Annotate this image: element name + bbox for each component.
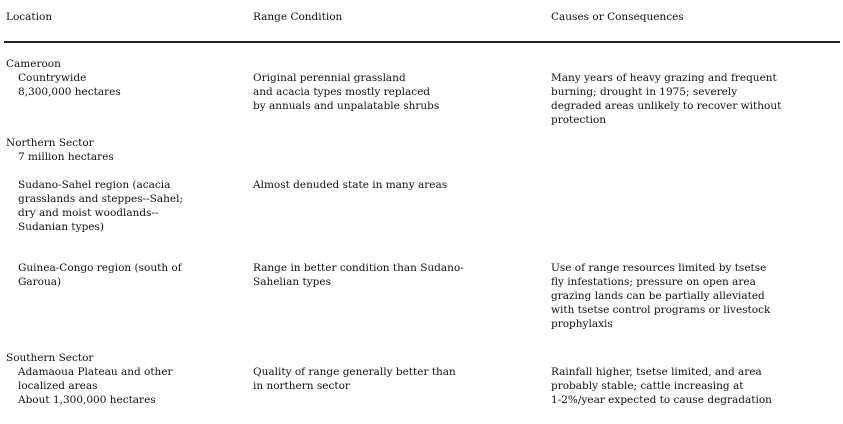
cell-line: grazing lands can be partially alleviate… [551,290,765,302]
cell-line: Sahelian types [253,276,331,288]
cell-causes: Many years of heavy grazing and frequent… [551,71,781,127]
cell-line: 1-2%/year expected to cause degradation [551,394,772,406]
cell-line: grasslands and steppes--Sahel; [18,193,183,205]
cell-line: in northern sector [253,380,350,392]
cell-condition: Almost denuded state in many areas [253,178,447,192]
column-header-location: Location [6,11,53,23]
cell-line: Garoua) [18,276,62,288]
cell-line: fly infestations; pressure on open area [551,276,756,288]
cell-location: Adamaoua Plateau and other localized area… [18,365,173,407]
cell-line: Sudano-Sahel region (acacia [18,179,171,191]
cell-line: degraded areas unlikely to recover witho… [551,100,782,112]
cell-line: protection [551,114,607,126]
cell-line: Sudanian types) [18,221,104,233]
column-header-range-condition: Range Condition [253,11,343,23]
cell-location: Countrywide 8,300,000 hectares [18,71,121,99]
cell-line: dry and moist woodlands-- [18,207,159,219]
cell-line: prophylaxis [551,318,613,330]
cell-location: 7 million hectares [18,150,114,164]
column-header-causes: Causes or Consequences [551,11,684,23]
cell-line: Adamaoua Plateau and other [18,366,173,378]
cell-line: localized areas [18,380,98,392]
cell-line: Use of range resources limited by tsetse [551,262,767,274]
cell-line: Almost denuded state in many areas [253,179,448,191]
cell-condition: Original perennial grassland and acacia t… [253,71,439,113]
cell-line: Rainfall higher, tsetse limited, and are… [551,366,762,378]
cell-line: Original perennial grassland [253,72,406,84]
cell-causes: Rainfall higher, tsetse limited, and are… [551,365,772,407]
cell-line: Many years of heavy grazing and frequent [551,72,777,84]
cell-line: by annuals and unpalatable shrubs [253,100,440,112]
header-rule [4,41,840,43]
cell-line: 8,300,000 hectares [18,86,121,98]
cell-line: Countrywide [18,72,87,84]
cell-line: Quality of range generally better than [253,366,456,378]
cell-line: burning; drought in 1975; severely [551,86,738,98]
cell-condition: Quality of range generally better than in… [253,365,456,393]
cell-line: and acacia types mostly replaced [253,86,431,98]
cell-line: probably stable; cattle increasing at [551,380,744,392]
cell-line: Guinea-Congo region (south of [18,262,182,274]
cell-condition: Range in better condition than Sudano- Sa… [253,261,464,289]
cell-location: Guinea-Congo region (south of Garoua) [18,261,182,289]
cell-line: Range in better condition than Sudano- [253,262,464,274]
cell-causes: Use of range resources limited by tsetse… [551,261,770,331]
cell-line: with tsetse control programs or livestoc… [551,304,771,316]
section-heading: Cameroon [6,58,61,70]
section-heading: Southern Sector [6,352,94,364]
cell-line: About 1,300,000 hectares [18,394,156,406]
cell-line: 7 million hectares [18,151,114,163]
cell-location: Sudano-Sahel region (acacia grasslands an… [18,178,183,234]
section-heading: Northern Sector [6,137,94,149]
